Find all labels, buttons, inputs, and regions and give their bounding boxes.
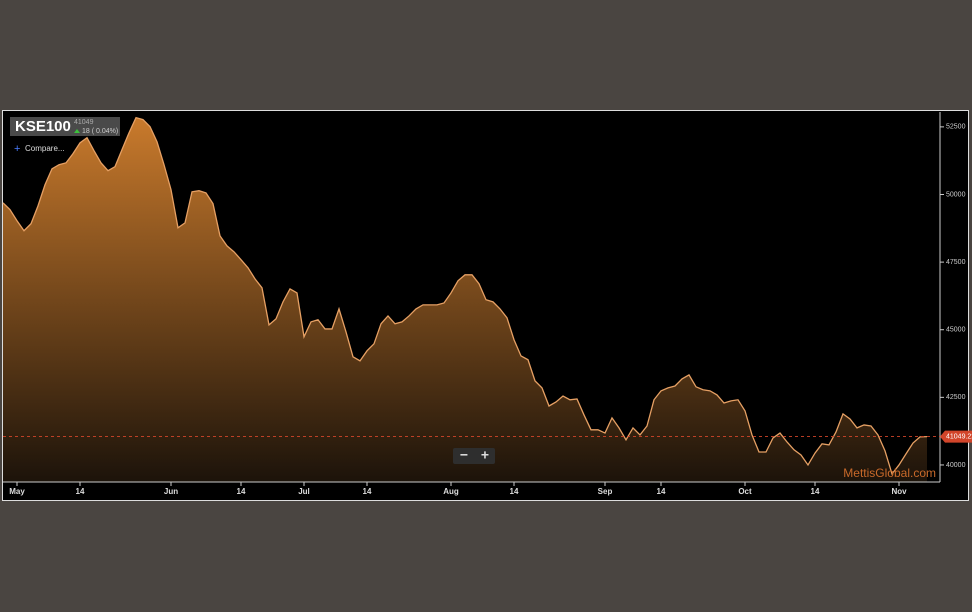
compare[interactable]: Compare... xyxy=(25,144,65,153)
y-tick-label: 45000 xyxy=(946,327,966,334)
x-tick-label: 14 xyxy=(510,487,519,496)
zoom-in[interactable]: + xyxy=(481,447,489,463)
x-tick-label: Sep xyxy=(598,487,613,496)
x-tick-label: 14 xyxy=(657,487,666,496)
line xyxy=(2,116,928,476)
x-tick-label: Nov xyxy=(891,487,907,496)
last-price-label: 41049.22 xyxy=(946,433,972,440)
plot: 40000 42500 45000 47500 50000 52500 May 14 Jun 14… xyxy=(2,112,972,496)
last-price-box xyxy=(940,430,972,443)
x-tick-label: 14 xyxy=(363,487,372,496)
zoom-controls xyxy=(453,448,495,464)
x-tick-label: May xyxy=(9,487,25,496)
x-tick-label: Oct xyxy=(738,487,752,496)
x-tick-label: Aug xyxy=(443,487,459,496)
x-tick-label: 14 xyxy=(811,487,820,496)
x-tick-label: Jul xyxy=(298,487,310,496)
y-tick-label: 42500 xyxy=(946,394,966,401)
last-value: 41049 xyxy=(74,119,94,126)
x-tick-label: 14 xyxy=(237,487,246,496)
x-tick-label: 14 xyxy=(76,487,85,496)
y-tick-label: 52500 xyxy=(946,124,966,131)
x-tick-label: Jun xyxy=(164,487,178,496)
up-arrow xyxy=(74,129,80,133)
symbol: KSE100 xyxy=(15,118,71,135)
area-fill xyxy=(3,117,927,483)
compare-plus[interactable]: + xyxy=(14,143,20,155)
change: 18 ( 0.04%) xyxy=(82,128,118,135)
y-tick-label: 47500 xyxy=(946,259,966,266)
watermark: MettisGlobal.com xyxy=(843,466,936,480)
y-tick-label: 50000 xyxy=(946,191,966,198)
symbol-box xyxy=(10,117,120,136)
y-tick-label: 40000 xyxy=(946,462,966,469)
zoom-out[interactable]: − xyxy=(460,447,468,463)
